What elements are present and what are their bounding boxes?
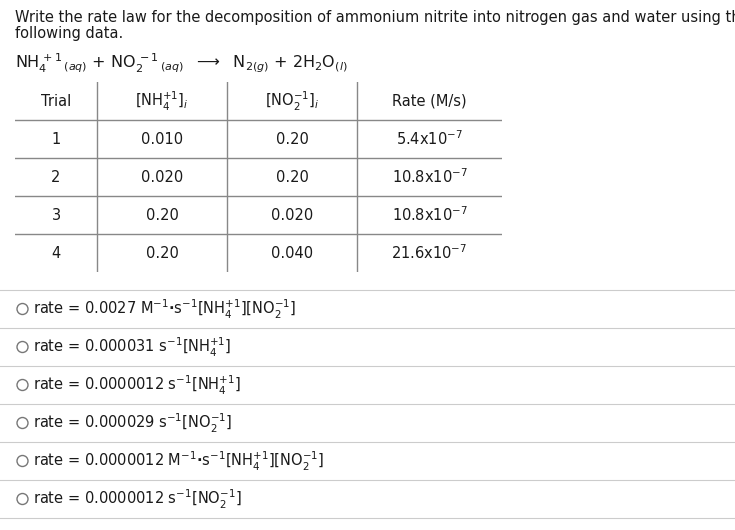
Text: 0.010: 0.010 [141, 131, 183, 146]
Text: 0.040: 0.040 [271, 245, 313, 261]
Text: NH$_4^{\,+1}$$_{\,(aq)}$ + NO$_2^{\,-1}$$_{\,(aq)}$  $\longrightarrow$  N$_{2(g): NH$_4^{\,+1}$$_{\,(aq)}$ + NO$_2^{\,-1}$… [15, 52, 348, 75]
Text: 1: 1 [51, 131, 60, 146]
Text: following data.: following data. [15, 26, 123, 41]
Text: 0.20: 0.20 [146, 208, 179, 223]
Text: rate = 0.0000012 s$^{-1}$[NH$_4^{+1}$]: rate = 0.0000012 s$^{-1}$[NH$_4^{+1}$] [33, 374, 240, 396]
Text: 0.020: 0.020 [141, 170, 183, 184]
Text: rate = 0.0000012 s$^{-1}$[NO$_2^{-1}$]: rate = 0.0000012 s$^{-1}$[NO$_2^{-1}$] [33, 488, 242, 510]
Text: rate = 0.000029 s$^{-1}$[NO$_2^{-1}$]: rate = 0.000029 s$^{-1}$[NO$_2^{-1}$] [33, 411, 232, 435]
Text: 10.8x10$^{-7}$: 10.8x10$^{-7}$ [392, 206, 467, 224]
Text: Rate (M/s): Rate (M/s) [392, 93, 467, 109]
Text: 4: 4 [51, 245, 60, 261]
Text: 0.20: 0.20 [276, 170, 309, 184]
Text: Trial: Trial [41, 93, 71, 109]
Text: [NO$_2^{-1}$]$_i$: [NO$_2^{-1}$]$_i$ [265, 90, 319, 112]
Text: 10.8x10$^{-7}$: 10.8x10$^{-7}$ [392, 167, 467, 187]
Text: 2: 2 [51, 170, 61, 184]
Text: 0.20: 0.20 [146, 245, 179, 261]
Text: rate = 0.000031 s$^{-1}$[NH$_4^{+1}$]: rate = 0.000031 s$^{-1}$[NH$_4^{+1}$] [33, 335, 232, 359]
Text: 0.20: 0.20 [276, 131, 309, 146]
Text: rate = 0.0000012 M$^{-1}$$\mathbf{\cdot}$s$^{-1}$[NH$_4^{+1}$][NO$_2^{-1}$]: rate = 0.0000012 M$^{-1}$$\mathbf{\cdot}… [33, 449, 324, 473]
Text: 3: 3 [51, 208, 60, 223]
Text: 21.6x10$^{-7}$: 21.6x10$^{-7}$ [392, 244, 467, 262]
Text: [NH$_4^{+1}$]$_i$: [NH$_4^{+1}$]$_i$ [135, 90, 189, 112]
Text: 5.4x10$^{-7}$: 5.4x10$^{-7}$ [396, 130, 463, 148]
Text: 0.020: 0.020 [271, 208, 313, 223]
Text: rate = 0.0027 M$^{-1}$$\mathbf{\cdot}$s$^{-1}$[NH$_4^{+1}$][NO$_2^{-1}$]: rate = 0.0027 M$^{-1}$$\mathbf{\cdot}$s$… [33, 297, 296, 321]
Text: Write the rate law for the decomposition of ammonium nitrite into nitrogen gas a: Write the rate law for the decomposition… [15, 10, 735, 25]
